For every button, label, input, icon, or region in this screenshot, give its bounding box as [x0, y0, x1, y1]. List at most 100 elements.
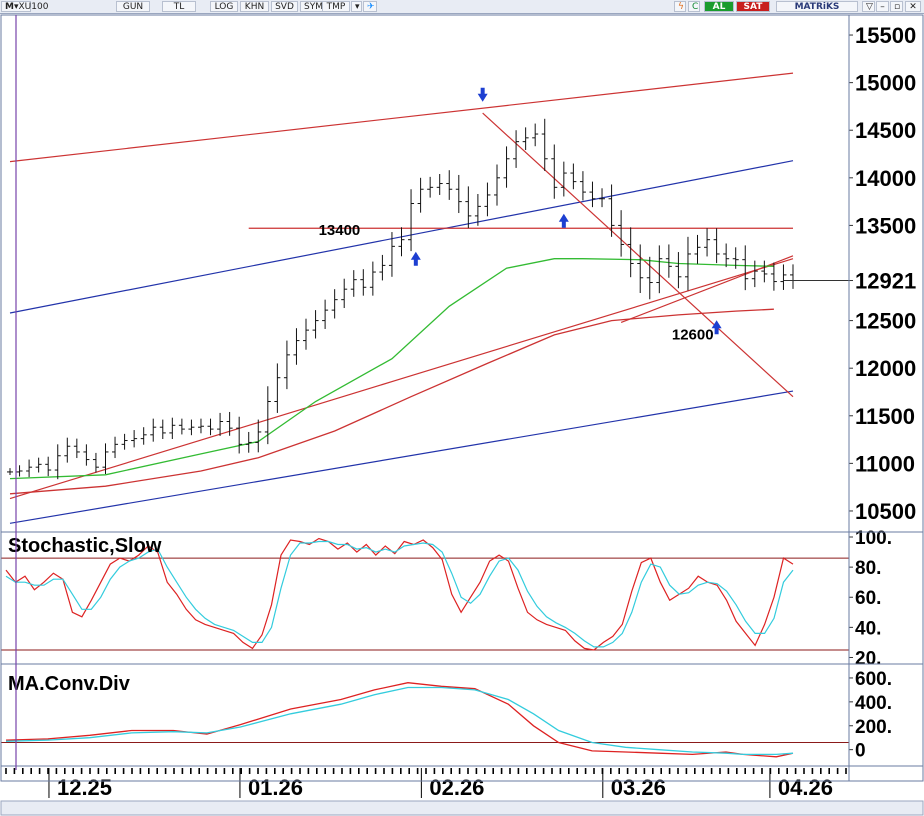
ohlc-bar: [513, 130, 520, 168]
ohlc-bar: [303, 318, 310, 350]
y-tick-label: 14000: [855, 166, 916, 191]
y-tick-label: 11000: [855, 451, 915, 476]
ohlc-bar: [589, 181, 596, 208]
y-tick-label: 12000: [855, 356, 916, 381]
ohlc-bar: [379, 254, 386, 281]
ohlc-bar: [54, 444, 61, 480]
x-tick-label: 02.26: [429, 775, 484, 800]
restore-icon[interactable]: ▫: [890, 1, 903, 12]
svd-button[interactable]: SVD: [271, 1, 298, 12]
ohlc-bar: [761, 260, 768, 283]
y-tick-label: 0: [855, 741, 866, 762]
pin-icon[interactable]: ▽: [862, 1, 875, 12]
ohlc-bar: [197, 418, 204, 434]
symbol-selector[interactable]: M▾XU100: [1, 1, 48, 12]
y-tick-label: 100.: [855, 528, 892, 549]
chart-area: 13400 12600 10500 11000 11500 12000 12500 12921…: [0, 14, 924, 816]
ohlc-bar: [579, 171, 586, 201]
ohlc-bar: [293, 328, 300, 365]
ohlc-bar: [7, 468, 13, 475]
lightning-icon[interactable]: ϟ: [674, 1, 686, 12]
ohlc-bar: [207, 418, 214, 436]
annotation-label: 12600: [672, 327, 714, 344]
y-tick-label: 200.: [855, 717, 892, 738]
ohlc-bar: [159, 419, 166, 440]
stochastic-panel: Stochastic,Slow 20. 40. 60. 80. 100.: [1, 528, 892, 669]
ohlc-bar: [131, 430, 138, 448]
x-tick-label: 04.26: [778, 775, 833, 800]
refresh-icon[interactable]: C: [688, 1, 700, 12]
ohlc-bar: [618, 210, 625, 257]
ohlc-bar: [484, 182, 491, 217]
buy-button[interactable]: AL: [704, 1, 734, 12]
ohlc-bar: [646, 256, 653, 300]
log-button[interactable]: LOG: [210, 1, 238, 12]
macd-panel: MA.Conv.Div 0 200. 400. 600.: [1, 669, 892, 762]
ohlc-bar: [532, 123, 539, 147]
period-button[interactable]: GUN: [116, 1, 150, 12]
ohlc-bar: [637, 244, 644, 293]
arrow-up-icon: [410, 251, 421, 266]
dropdown-icon[interactable]: ▾: [351, 1, 362, 12]
macd-signal-line: [5, 686, 794, 756]
y-tick-label: 15500: [855, 23, 916, 48]
ohlc-bar: [608, 184, 615, 237]
macd-line: [5, 682, 794, 758]
trendline: [482, 112, 794, 398]
ohlc-bar: [264, 386, 271, 445]
ohlc-bar: [150, 418, 157, 442]
ohlc-bar: [92, 452, 99, 473]
minimize-icon[interactable]: –: [876, 1, 889, 12]
close-icon[interactable]: ✕: [905, 1, 921, 12]
ohlc-bar: [790, 264, 796, 289]
ohlc-bar: [274, 363, 281, 413]
ohlc-bar: [312, 310, 319, 339]
ohlc-bar: [780, 264, 787, 290]
price-panel: 13400 12600 10500 11000 11500 12000 12500 12921…: [7, 23, 916, 524]
ohlc-bar: [64, 437, 71, 463]
ohlc-bar: [112, 436, 119, 459]
symbol-label: XU100: [18, 2, 49, 12]
y-tick-label: 400.: [855, 693, 892, 714]
y-tick-label: 80.: [855, 558, 881, 579]
ohlc-bar: [140, 427, 147, 445]
tmp-button[interactable]: TMP: [322, 1, 350, 12]
y-tick-label: 15000: [855, 71, 916, 96]
ma-green-line: [9, 258, 774, 480]
ohlc-bar: [493, 164, 500, 206]
ohlc-bar: [188, 419, 195, 436]
arrow-down-icon: [477, 87, 488, 102]
ohlc-bar: [503, 146, 510, 188]
y-tick-label: 20.: [855, 648, 881, 669]
annotation-label: 13400: [319, 222, 361, 239]
x-tick-label: 03.26: [611, 775, 666, 800]
currency-button[interactable]: TL: [162, 1, 196, 12]
ohlc-bar: [236, 416, 243, 454]
twitter-icon[interactable]: ✈: [363, 1, 377, 12]
ohlc-bar: [408, 189, 415, 252]
ohlc-bar: [684, 236, 691, 291]
ohlc-bar: [742, 245, 749, 291]
ohlc-bar: [26, 459, 33, 478]
ohlc-bar: [675, 252, 682, 289]
ohlc-bar: [627, 227, 634, 278]
sell-button[interactable]: SAT: [736, 1, 770, 12]
y-tick-label: 600.: [855, 669, 892, 690]
y-tick-label: 12500: [855, 309, 916, 334]
stochastic-k-line: [5, 537, 794, 651]
chart-chrome: [0, 14, 924, 816]
ma-red-line: [9, 308, 774, 495]
ohlc-bar: [436, 174, 443, 195]
chevron-down-icon: ▾: [13, 2, 19, 12]
khn-button[interactable]: KHN: [240, 1, 269, 12]
ohlc-bar: [665, 244, 672, 278]
ohlc-bar: [694, 234, 701, 264]
ohlc-bar: [570, 163, 577, 190]
ohlc-bar: [656, 245, 663, 294]
ohlc-bar: [245, 431, 252, 453]
ohlc-bar: [369, 261, 376, 296]
y-tick-label: 14500: [855, 118, 916, 143]
arrow-up-icon: [558, 213, 569, 228]
ohlc-bar: [599, 188, 606, 208]
ohlc-bar: [102, 443, 109, 475]
